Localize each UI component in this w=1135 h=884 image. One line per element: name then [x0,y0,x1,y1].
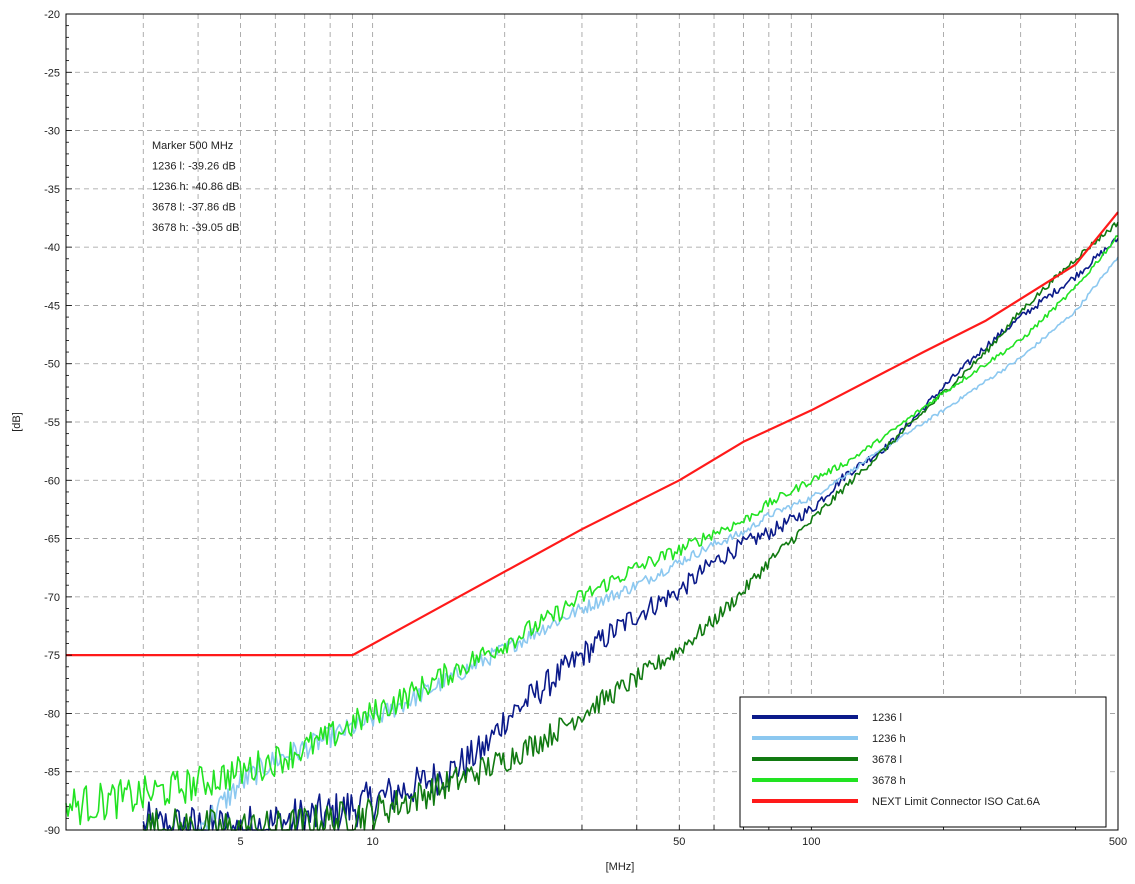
y-tick-label: -90 [44,825,60,837]
y-tick-label: -80 [44,708,60,720]
marker-annotation-line: 3678 h: -39.05 dB [152,222,239,234]
x-tick-label: 500 [1109,836,1127,848]
y-tick-label: -35 [44,184,60,196]
y-tick-label: -20 [44,9,60,21]
series-line [65,235,1118,826]
marker-annotation-line: Marker 500 MHz [152,140,233,152]
legend-label: 1236 h [872,733,906,745]
x-tick-label: 5 [238,836,244,848]
y-tick-label: -55 [44,417,60,429]
y-tick-label: -30 [44,126,60,138]
series-layer [65,211,1119,831]
series-1 [197,256,1119,831]
ticks: -20 -25 -30 -35 -40 -45 -50 -55 -60 -65 -70 -75 -80 -… [44,9,1127,848]
y-tick-label: -85 [44,767,60,779]
series-line [142,238,1119,831]
x-tick-label: 50 [673,836,685,848]
y-tick-label: -50 [44,359,60,371]
legend-label: NEXT Limit Connector ISO Cat.6A [872,796,1041,808]
series-3 [65,235,1118,826]
y-tick-label: -75 [44,650,60,662]
y-tick-label: -60 [44,475,60,487]
y-tick-label: -25 [44,67,60,79]
y-tick-label: -40 [44,242,60,254]
x-tick-label: 100 [802,836,820,848]
legend-label: 1236 l [872,712,902,724]
y-tick-label: -70 [44,592,60,604]
series-0 [142,238,1119,831]
marker-annotation-line: 1236 l: -39.26 dB [152,161,236,173]
legend-label: 3678 h [872,775,906,787]
y-tick-label: -45 [44,300,60,312]
series-4 [66,211,1119,657]
marker-annotation: Marker 500 MHz 1236 l: -39.26 dB 1236 h: -… [152,140,239,234]
marker-annotation-line: 1236 h: -40.86 dB [152,181,239,193]
x-tick-label: 10 [367,836,379,848]
legend: 1236 l 1236 h 3678 l 3678 h NEXT Limit Conne… [739,696,1107,828]
y-tick-label: -65 [44,534,60,546]
series-line [66,211,1119,657]
series-2 [143,221,1119,831]
marker-annotation-line: 3678 l: -37.86 dB [152,202,236,214]
series-line [143,221,1119,831]
y-axis-label: [dB] [11,412,23,432]
series-line [197,256,1119,831]
legend-label: 3678 l [872,754,902,766]
x-axis-label: [MHz] [606,861,635,873]
